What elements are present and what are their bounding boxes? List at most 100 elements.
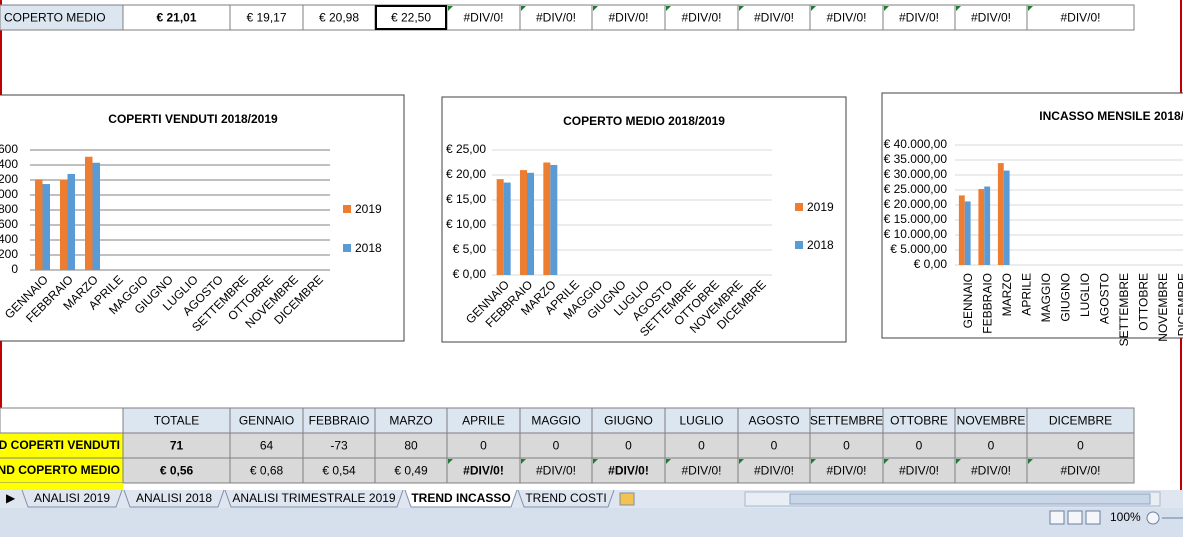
x-tick-label: DICEMBRE: [1175, 273, 1183, 336]
scroll-thumb[interactable]: [789, 493, 1151, 505]
cell-text: TREND COPERTO MEDIO: [0, 463, 120, 477]
cell[interactable]: [664, 457, 739, 484]
cell-text: € 19,17: [246, 11, 286, 25]
cell-text: 0: [843, 439, 850, 453]
bar: [520, 170, 527, 275]
cell[interactable]: [122, 457, 231, 484]
cell[interactable]: [446, 457, 521, 484]
cell[interactable]: [122, 432, 231, 459]
cell[interactable]: [882, 457, 956, 484]
sheet-tab[interactable]: [224, 489, 404, 508]
view-layout[interactable]: [1067, 510, 1083, 525]
cell[interactable]: [122, 407, 231, 434]
cell-text: #DIV/0!: [899, 11, 939, 25]
x-tick-label: GENNAIO: [961, 273, 975, 328]
bar: [978, 189, 985, 265]
error-flag: [739, 459, 744, 464]
cell[interactable]: [882, 432, 956, 459]
cell[interactable]: [1026, 432, 1135, 459]
cell-text: 0: [1077, 439, 1084, 453]
cell[interactable]: [302, 457, 376, 484]
cell[interactable]: [591, 407, 666, 434]
view-normal[interactable]: [1049, 510, 1065, 525]
cell[interactable]: [0, 432, 124, 459]
y-tick-label: € 0,00: [914, 257, 948, 271]
zoom-out[interactable]: [1146, 511, 1160, 525]
y-tick-label: 200: [0, 247, 18, 261]
cell-text: #DIV/0!: [754, 11, 794, 25]
cell[interactable]: [1026, 457, 1135, 484]
y-tick-label: 1400: [0, 157, 18, 171]
y-tick-label: € 25,00: [446, 142, 486, 156]
bar: [60, 179, 68, 270]
x-tick-label: MAGGIO: [1039, 273, 1053, 322]
cell[interactable]: [882, 4, 956, 31]
cell-text: MARZO: [389, 414, 432, 428]
view-pagebreak[interactable]: [1085, 510, 1101, 525]
bar: [92, 162, 100, 270]
cell-text: #DIV/0!: [608, 464, 649, 478]
error-flag: [956, 459, 961, 464]
cell[interactable]: [737, 4, 811, 31]
cell[interactable]: [882, 407, 956, 434]
cell[interactable]: [591, 4, 666, 31]
cell[interactable]: [954, 457, 1028, 484]
legend-swatch: [343, 205, 351, 213]
cell-text: GENNAIO: [239, 414, 294, 428]
cell-text: € 21,01: [156, 11, 196, 25]
cell-text: #DIV/0!: [1060, 464, 1100, 478]
new-sheet-tab[interactable]: [619, 492, 635, 506]
cell[interactable]: [519, 432, 593, 459]
cell[interactable]: [954, 4, 1028, 31]
error-flag: [521, 6, 526, 11]
cell[interactable]: [302, 4, 376, 31]
cell[interactable]: [591, 457, 666, 484]
cell[interactable]: [302, 407, 376, 434]
cell[interactable]: [809, 407, 884, 434]
y-tick-label: € 15.000,00: [884, 212, 948, 226]
cell[interactable]: [0, 407, 124, 434]
cell[interactable]: [446, 432, 521, 459]
cell-text: 80: [404, 439, 418, 453]
cell[interactable]: [1026, 407, 1135, 434]
y-tick-label: € 15,00: [446, 192, 486, 206]
bar: [503, 182, 511, 275]
cell[interactable]: [1026, 4, 1135, 31]
cell-text: -73: [330, 439, 348, 453]
cell[interactable]: [737, 432, 811, 459]
y-tick-label: € 30.000,00: [884, 167, 948, 181]
cell[interactable]: [446, 407, 521, 434]
cell-text: 0: [553, 439, 560, 453]
cell-text: € 0,49: [394, 464, 428, 478]
cell-text: NOVEMBRE: [957, 414, 1026, 428]
cell[interactable]: [809, 457, 884, 484]
cell[interactable]: [664, 432, 739, 459]
cell-text: € 0,54: [322, 464, 356, 478]
x-tick-label: MARZO: [1000, 273, 1014, 316]
bar: [1003, 170, 1010, 265]
cell[interactable]: [954, 407, 1028, 434]
sheet-tab[interactable]: [517, 489, 615, 508]
error-flag: [666, 459, 671, 464]
cell-text: € 22,50: [391, 11, 431, 25]
error-flag: [1028, 459, 1033, 464]
cell[interactable]: [446, 4, 521, 31]
sheet-tab-label: ANALISI 2018: [136, 491, 212, 505]
sheet-tab-label: ANALISI 2019: [34, 491, 110, 505]
cell[interactable]: [229, 457, 304, 484]
cell[interactable]: [519, 457, 593, 484]
error-flag: [521, 459, 526, 464]
cell[interactable]: [229, 4, 304, 31]
cell[interactable]: [0, 4, 124, 31]
sheet-tab[interactable]: [404, 489, 518, 508]
cell-text: FEBBRAIO: [309, 414, 370, 428]
sheet-tab[interactable]: [123, 489, 225, 508]
bar: [67, 174, 75, 270]
cell[interactable]: [302, 432, 376, 459]
y-tick-label: 1600: [0, 142, 18, 156]
cell[interactable]: [519, 4, 593, 31]
sheet-tab[interactable]: [21, 489, 123, 508]
cell[interactable]: [374, 457, 448, 484]
cell[interactable]: [664, 407, 739, 434]
